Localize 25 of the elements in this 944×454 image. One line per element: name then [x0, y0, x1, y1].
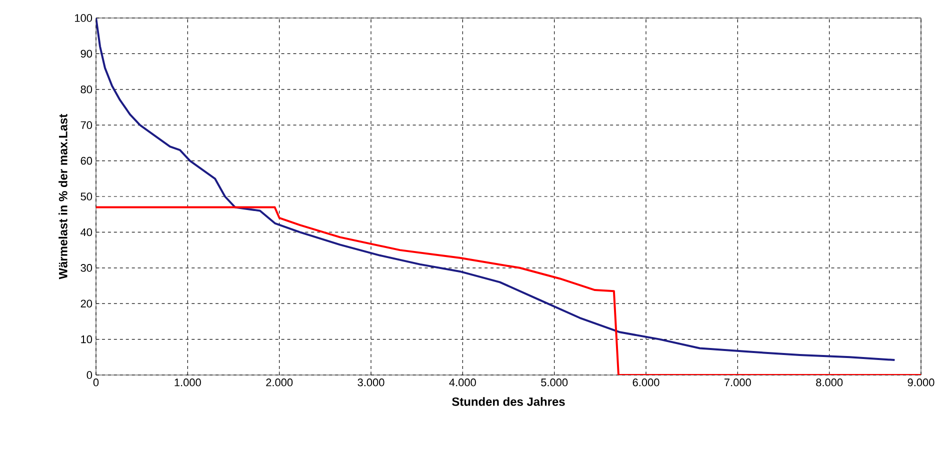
x-tick-label: 0 — [93, 378, 99, 386]
x-axis-title: Stunden des Jahres — [452, 397, 565, 406]
line-series — [96, 18, 896, 362]
x-tick-label: 8.000 — [816, 378, 843, 386]
y-tick-label: 20 — [80, 300, 92, 308]
y-tick-label: 10 — [81, 335, 92, 344]
y-tick-label: 30 — [80, 264, 92, 272]
x-tick-label: 9.000 — [908, 378, 934, 386]
y-tick-label: 40 — [80, 228, 92, 236]
y-axis-title: Wärmelast in % der max.Last — [58, 114, 68, 280]
x-tick-label: 7.000 — [724, 378, 751, 386]
x-tick-label: 4.000 — [449, 378, 476, 386]
y-tick-label: 70 — [80, 121, 92, 129]
x-tick-label: 6.000 — [632, 378, 660, 386]
line-series — [96, 206, 921, 375]
x-tick-label: 2.000 — [266, 378, 293, 386]
y-tick-label: 50 — [80, 192, 92, 200]
y-tick-label: 80 — [80, 86, 92, 94]
y-tick-label: 60 — [80, 156, 92, 165]
x-tick-label: 1.000 — [174, 378, 201, 386]
x-tick-label: 5.000 — [541, 378, 568, 386]
x-tick-label: 3.000 — [358, 378, 384, 386]
y-tick-label: 90 — [80, 50, 92, 58]
y-tick-label: 100 — [75, 14, 92, 22]
y-tick-label: 0 — [86, 371, 92, 379]
